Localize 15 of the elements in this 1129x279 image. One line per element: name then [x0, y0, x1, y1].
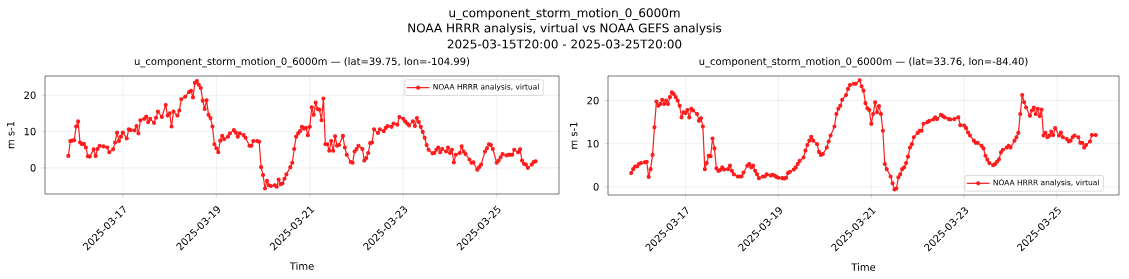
y-tick-label: 10	[587, 139, 599, 148]
text: 2025-03-15T20:00 - 2025-03-25T20:00	[447, 39, 682, 49]
chart-title: u_component_storm_motion_0_6000m — (lat=33.76, lon=-84.40)	[699, 57, 1028, 68]
text: u_component_storm_motion_0_6000m	[449, 8, 680, 20]
text: NOAA HRRR analysis, virtual vs NOAA GEFS analysis	[408, 23, 722, 35]
y-tick-label: 20	[587, 96, 599, 105]
y-tick-label: 0	[30, 164, 36, 172]
y-tick-label: 20	[24, 91, 36, 100]
y-tick-label: 10	[24, 127, 36, 136]
x-axis-title: Time	[289, 262, 314, 270]
y-tick-label: 0	[593, 183, 599, 191]
y-axis-title: m s-1	[570, 122, 578, 149]
x-axis-title: Time	[851, 263, 876, 271]
y-axis-title: m s-1	[6, 121, 15, 149]
chart-title: u_component_storm_motion_0_6000m — (lat=39.75, lon=-104.99)	[134, 57, 470, 68]
